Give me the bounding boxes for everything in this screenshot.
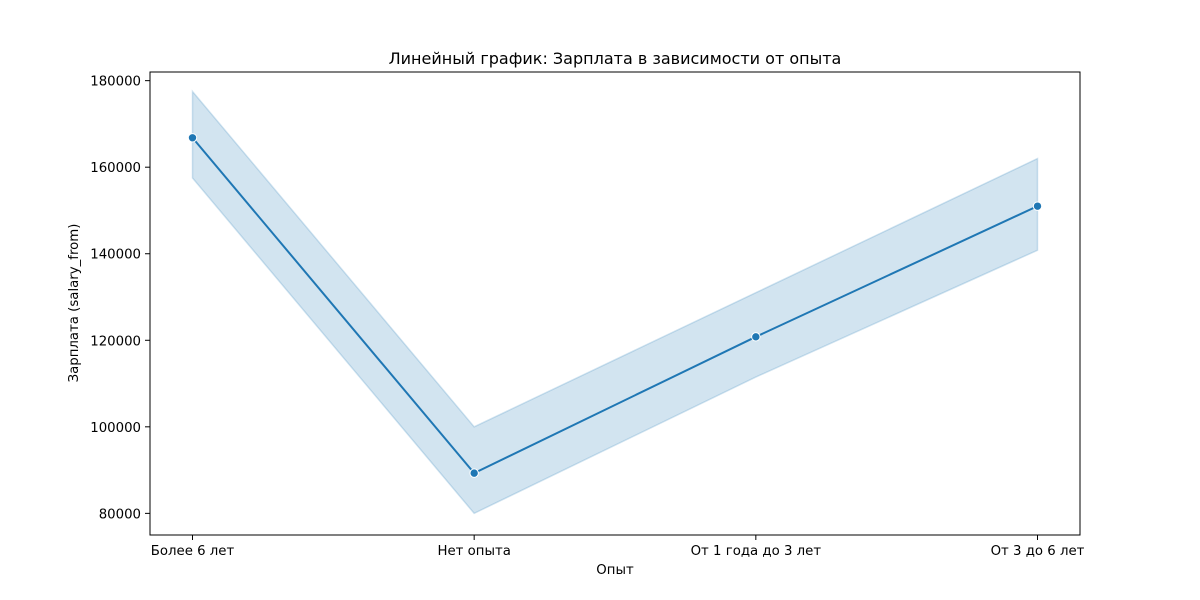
x-tick-label: Более 6 лет [151, 544, 235, 559]
plot-frame [149, 71, 1081, 536]
data-point [469, 468, 479, 478]
y-axis-title: Зарплата (salary_from) [67, 224, 82, 383]
x-tick-label: От 1 года до 3 лет [691, 544, 822, 559]
y-tick-label: 160000 [90, 161, 141, 176]
x-axis-title: Опыт [596, 563, 634, 578]
data-point [751, 332, 761, 342]
chart-title: Линейный график: Зарплата в зависимости … [389, 49, 842, 68]
y-tick-label: 100000 [90, 421, 141, 436]
series-line [191, 137, 1038, 475]
y-tick-label: 180000 [90, 75, 141, 90]
y-tick-label: 140000 [90, 248, 141, 263]
x-tick-label: Нет опыта [437, 544, 510, 559]
x-tick-label: От 3 до 6 лет [991, 544, 1085, 559]
y-tick-label: 120000 [90, 334, 141, 349]
confidence-band [191, 89, 1039, 515]
data-point [187, 133, 198, 143]
data-point [1032, 201, 1043, 211]
y-tick-label: 80000 [99, 507, 141, 522]
